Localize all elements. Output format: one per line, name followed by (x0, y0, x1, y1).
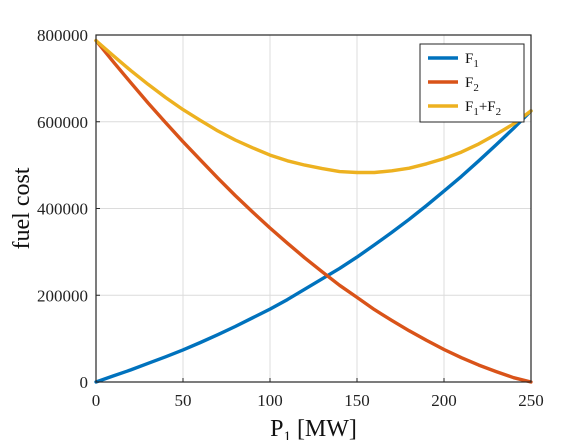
legend-label-main: F (465, 99, 473, 115)
x-tick-label: 200 (431, 391, 457, 410)
legend-label-main: F (465, 75, 473, 91)
series-line-3 (94, 38, 533, 175)
y-tick-label: 0 (80, 373, 89, 392)
y-tick-label: 600000 (37, 113, 88, 132)
x-axis-title: P1 [MW] (270, 416, 357, 440)
legend-entry-label: F2 (465, 75, 479, 94)
x-tick-label: 50 (175, 391, 192, 410)
x-tick-label: 250 (518, 391, 544, 410)
legend-label-subscript: 1 (473, 58, 479, 70)
x-tick-label: 100 (257, 391, 283, 410)
legend-entry-label: F1 (465, 51, 479, 70)
y-tick-label: 400000 (37, 200, 88, 219)
y-axis-title: fuel cost (9, 167, 35, 249)
x-axis-title-main: P (270, 416, 283, 440)
x-tick-label: 150 (344, 391, 370, 410)
x-tick-label: 0 (92, 391, 101, 410)
tick-labels: 0 50 100 150 200 250 0 200000 400000 600000 800000 (37, 26, 544, 410)
y-tick-label: 200000 (37, 286, 88, 305)
legend-label-subscript: 2 (473, 82, 479, 94)
legend-entry-label: F1+F2 (465, 99, 501, 118)
legend-label-main: F (465, 51, 473, 67)
series-lines (94, 38, 533, 384)
x-axis-title-unit: [MW] (291, 416, 357, 440)
x-axis-title-sub: 1 (283, 429, 291, 440)
legend-label-subscript-2: 2 (496, 106, 502, 118)
series-line-1 (94, 109, 533, 384)
legend-label-rest: +F (479, 99, 496, 115)
y-tick-label: 800000 (37, 26, 88, 45)
legend-label-subscript: 1 (473, 106, 479, 118)
series-line-2 (94, 38, 533, 384)
